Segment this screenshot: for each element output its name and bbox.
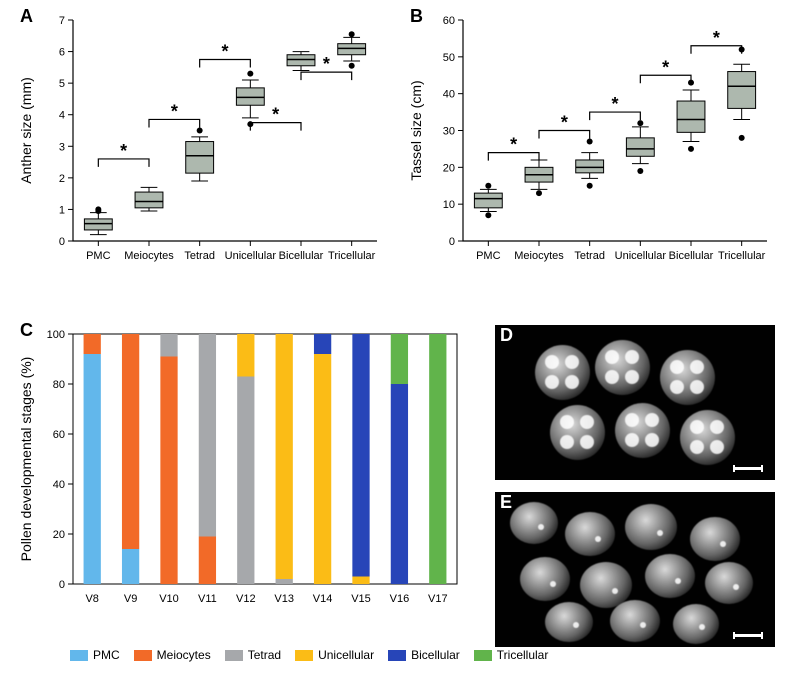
svg-text:*: *	[510, 135, 517, 155]
svg-text:10: 10	[443, 199, 455, 211]
svg-text:PMC: PMC	[86, 250, 111, 262]
svg-text:30: 30	[443, 126, 455, 138]
svg-text:*: *	[713, 28, 720, 48]
svg-text:V11: V11	[198, 593, 217, 605]
panel-d-label: D	[500, 325, 513, 346]
legend-item-meiocytes: Meiocytes	[134, 648, 211, 662]
scalebar	[733, 467, 763, 470]
svg-text:*: *	[561, 113, 568, 133]
svg-text:0: 0	[449, 236, 455, 248]
panel-e-image	[495, 492, 775, 647]
svg-text:6: 6	[59, 47, 65, 59]
svg-text:V12: V12	[236, 593, 256, 605]
svg-text:100: 100	[47, 329, 65, 341]
svg-text:Tetrad: Tetrad	[574, 250, 605, 262]
svg-text:80: 80	[53, 379, 65, 391]
svg-text:V16: V16	[390, 593, 410, 605]
svg-text:Unicellular: Unicellular	[615, 250, 667, 262]
legend-item-unicellular: Unicellular	[295, 648, 374, 662]
svg-text:Pollen developmental stages (%: Pollen developmental stages (%)	[18, 357, 34, 562]
svg-text:V15: V15	[351, 593, 371, 605]
panel-a-boxplot: 0 1 2 3 4 5 6 7 Anther size (mm) PMC Meiocytes Tetr…	[15, 6, 385, 281]
svg-text:Tricellular: Tricellular	[328, 250, 376, 262]
svg-text:1: 1	[59, 204, 65, 216]
svg-text:*: *	[171, 101, 178, 121]
svg-text:40: 40	[443, 89, 455, 101]
svg-text:0: 0	[59, 579, 65, 591]
svg-text:5: 5	[59, 78, 65, 90]
svg-text:Tetrad: Tetrad	[184, 250, 215, 262]
svg-text:40: 40	[53, 479, 65, 491]
svg-text:*: *	[323, 54, 330, 74]
legend-item-tricellular: Tricellular	[474, 648, 549, 662]
svg-text:*: *	[120, 141, 127, 161]
panel-e-label: E	[500, 492, 512, 513]
svg-text:Anther size (mm): Anther size (mm)	[18, 77, 34, 184]
panel-d-image	[495, 325, 775, 480]
svg-text:*: *	[221, 41, 228, 61]
svg-text:0: 0	[59, 236, 65, 248]
svg-text:V17: V17	[428, 593, 448, 605]
svg-text:Tassel size (cm): Tassel size (cm)	[408, 80, 424, 180]
legend-item-bicellular: Bicellular	[388, 648, 460, 662]
svg-text:*: *	[662, 57, 669, 77]
svg-text:V8: V8	[85, 593, 98, 605]
legend-item-pmc: PMC	[70, 648, 120, 662]
svg-text:20: 20	[443, 162, 455, 174]
svg-text:50: 50	[443, 52, 455, 64]
svg-text:V9: V9	[124, 593, 137, 605]
svg-text:V13: V13	[274, 593, 294, 605]
panel-c-legend: PMC Meiocytes Tetrad Unicellular Bicellular T…	[70, 648, 548, 662]
panel-b-boxplot: 0 10 20 30 40 50 60 Tassel size (cm) PMC Meiocyte…	[405, 6, 775, 281]
svg-text:Unicellular: Unicellular	[225, 250, 277, 262]
svg-text:*: *	[272, 105, 279, 125]
svg-text:Tricellular: Tricellular	[718, 250, 766, 262]
legend-item-tetrad: Tetrad	[225, 648, 281, 662]
svg-text:3: 3	[59, 141, 65, 153]
svg-text:60: 60	[443, 15, 455, 27]
svg-text:60: 60	[53, 429, 65, 441]
svg-text:Bicellular: Bicellular	[279, 250, 324, 262]
svg-text:*: *	[611, 94, 618, 114]
svg-text:4: 4	[59, 110, 65, 122]
panel-c-stackedbar: 0 20 40 60 80 100 Pollen developmental stages …	[15, 320, 465, 620]
svg-text:V10: V10	[159, 593, 179, 605]
scalebar	[733, 634, 763, 637]
svg-text:2: 2	[59, 173, 65, 185]
svg-text:20: 20	[53, 529, 65, 541]
svg-text:Meiocytes: Meiocytes	[514, 250, 564, 262]
svg-text:Meiocytes: Meiocytes	[124, 250, 174, 262]
svg-text:V14: V14	[313, 593, 333, 605]
svg-text:PMC: PMC	[476, 250, 501, 262]
svg-text:7: 7	[59, 15, 65, 27]
svg-text:Bicellular: Bicellular	[669, 250, 714, 262]
